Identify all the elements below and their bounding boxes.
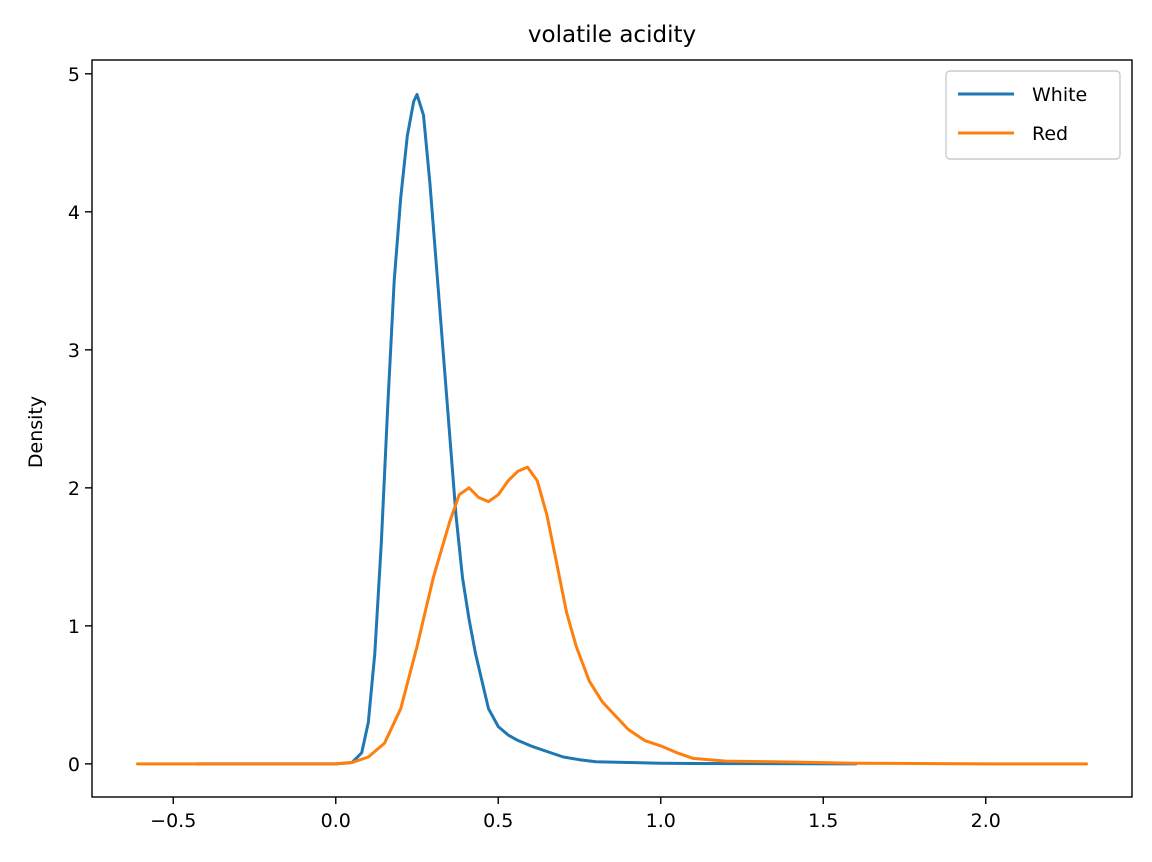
legend: White Red	[945, 70, 1121, 160]
legend-label-white: White	[1032, 84, 1087, 106]
y-tick-label: 1	[68, 616, 80, 638]
x-tick-label: 1.0	[646, 810, 676, 832]
y-tick-label: 4	[68, 202, 80, 224]
legend-label-red: Red	[1032, 123, 1068, 145]
y-tick-label: 0	[68, 754, 80, 776]
axis-ticks: −0.5 0.0 0.5 1.0 1.5 2.0 0 1 2 3 4 5	[68, 64, 1001, 832]
x-tick-label: 1.5	[808, 810, 838, 832]
chart-title: volatile acidity	[528, 22, 696, 48]
plot-area	[136, 93, 1088, 766]
x-tick-label: 0.0	[321, 810, 351, 832]
series-line-white	[194, 93, 858, 766]
y-axis-label: Density	[25, 396, 47, 468]
axes-frame	[91, 59, 1133, 798]
x-tick-label: −0.5	[150, 810, 196, 832]
y-tick-label: 2	[68, 478, 80, 500]
y-tick-label: 5	[68, 64, 80, 86]
x-tick-label: 0.5	[483, 810, 513, 832]
y-tick-label: 3	[68, 340, 80, 362]
series-line-red	[136, 465, 1088, 766]
x-tick-label: 2.0	[971, 810, 1001, 832]
